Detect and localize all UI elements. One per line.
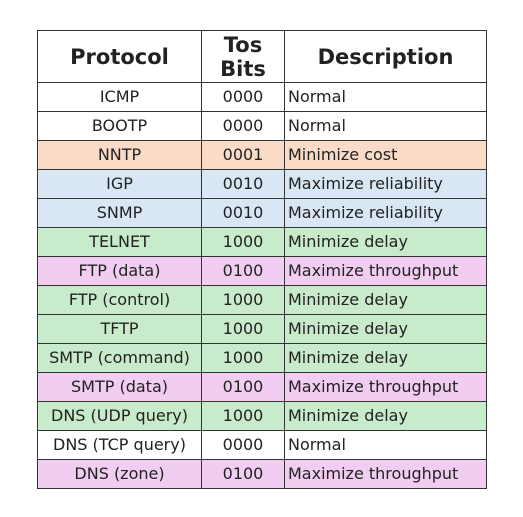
table-row: NNTP 0001 Minimize cost	[37, 140, 487, 170]
tos-bits-cell: 0010	[201, 169, 285, 199]
description-cell: Minimize delay	[284, 314, 487, 344]
description-cell: Maximize throughput	[284, 256, 487, 286]
protocol-cell: TFTP	[37, 314, 202, 344]
protocol-cell: DNS (TCP query)	[37, 430, 202, 460]
description-cell: Minimize delay	[284, 227, 487, 257]
table-row: TELNET 1000 Minimize delay	[37, 227, 487, 257]
description-cell: Minimize delay	[284, 343, 487, 373]
table-row: DNS (UDP query) 1000 Minimize delay	[37, 401, 487, 431]
protocol-cell: SMTP (data)	[37, 372, 202, 402]
header-row: Protocol Tos Bits Description	[37, 30, 487, 83]
tos-bits-cell: 0100	[201, 372, 285, 402]
tos-bits-cell: 1000	[201, 343, 285, 373]
description-cell: Minimize cost	[284, 140, 487, 170]
table-row: FTP (data) 0100 Maximize throughput	[37, 256, 487, 286]
tos-bits-cell: 1000	[201, 285, 285, 315]
table-row: DNS (TCP query) 0000 Normal	[37, 430, 487, 460]
description-cell: Normal	[284, 111, 487, 141]
description-cell: Maximize throughput	[284, 459, 487, 489]
tos-header-line1: Tos	[223, 32, 263, 57]
tos-bits-cell: 1000	[201, 227, 285, 257]
description-cell: Normal	[284, 430, 487, 460]
description-cell: Maximize throughput	[284, 372, 487, 402]
protocol-cell: DNS (zone)	[37, 459, 202, 489]
protocol-cell: TELNET	[37, 227, 202, 257]
protocol-cell: ICMP	[37, 82, 202, 112]
tos-bits-cell: 0000	[201, 430, 285, 460]
description-header: Description	[284, 30, 487, 83]
description-cell: Minimize delay	[284, 285, 487, 315]
table-row: BOOTP 0000 Normal	[37, 111, 487, 141]
table-row: DNS (zone) 0100 Maximize throughput	[37, 459, 487, 489]
protocol-cell: IGP	[37, 169, 202, 199]
table-header: Protocol Tos Bits Description	[37, 30, 487, 83]
table-row: IGP 0010 Maximize reliability	[37, 169, 487, 199]
protocol-cell: FTP (control)	[37, 285, 202, 315]
tos-bits-cell: 0100	[201, 459, 285, 489]
tos-table: Protocol Tos Bits Description ICMP 0000 …	[37, 30, 487, 489]
protocol-cell: SMTP (command)	[37, 343, 202, 373]
tos-bits-cell: 1000	[201, 401, 285, 431]
protocol-cell: BOOTP	[37, 111, 202, 141]
description-cell: Normal	[284, 82, 487, 112]
description-cell: Maximize reliability	[284, 169, 487, 199]
table-row: TFTP 1000 Minimize delay	[37, 314, 487, 344]
table-body: ICMP 0000 Normal BOOTP 0000 Normal NNTP …	[37, 82, 487, 489]
tos-bits-cell: 0100	[201, 256, 285, 286]
table-row: SMTP (data) 0100 Maximize throughput	[37, 372, 487, 402]
tos-bits-cell: 0000	[201, 111, 285, 141]
tos-bits-cell: 0000	[201, 82, 285, 112]
protocol-header: Protocol	[37, 30, 202, 83]
protocol-cell: SNMP	[37, 198, 202, 228]
table-row: SNMP 0010 Maximize reliability	[37, 198, 487, 228]
table-row: ICMP 0000 Normal	[37, 82, 487, 112]
description-cell: Maximize reliability	[284, 198, 487, 228]
description-cell: Minimize delay	[284, 401, 487, 431]
tos-bits-cell: 0001	[201, 140, 285, 170]
table-row: FTP (control) 1000 Minimize delay	[37, 285, 487, 315]
protocol-cell: FTP (data)	[37, 256, 202, 286]
table-row: SMTP (command) 1000 Minimize delay	[37, 343, 487, 373]
tos-bits-header: Tos Bits	[201, 30, 285, 83]
tos-bits-cell: 1000	[201, 314, 285, 344]
tos-bits-cell: 0010	[201, 198, 285, 228]
tos-header-line2: Bits	[220, 56, 266, 81]
protocol-cell: DNS (UDP query)	[37, 401, 202, 431]
protocol-cell: NNTP	[37, 140, 202, 170]
